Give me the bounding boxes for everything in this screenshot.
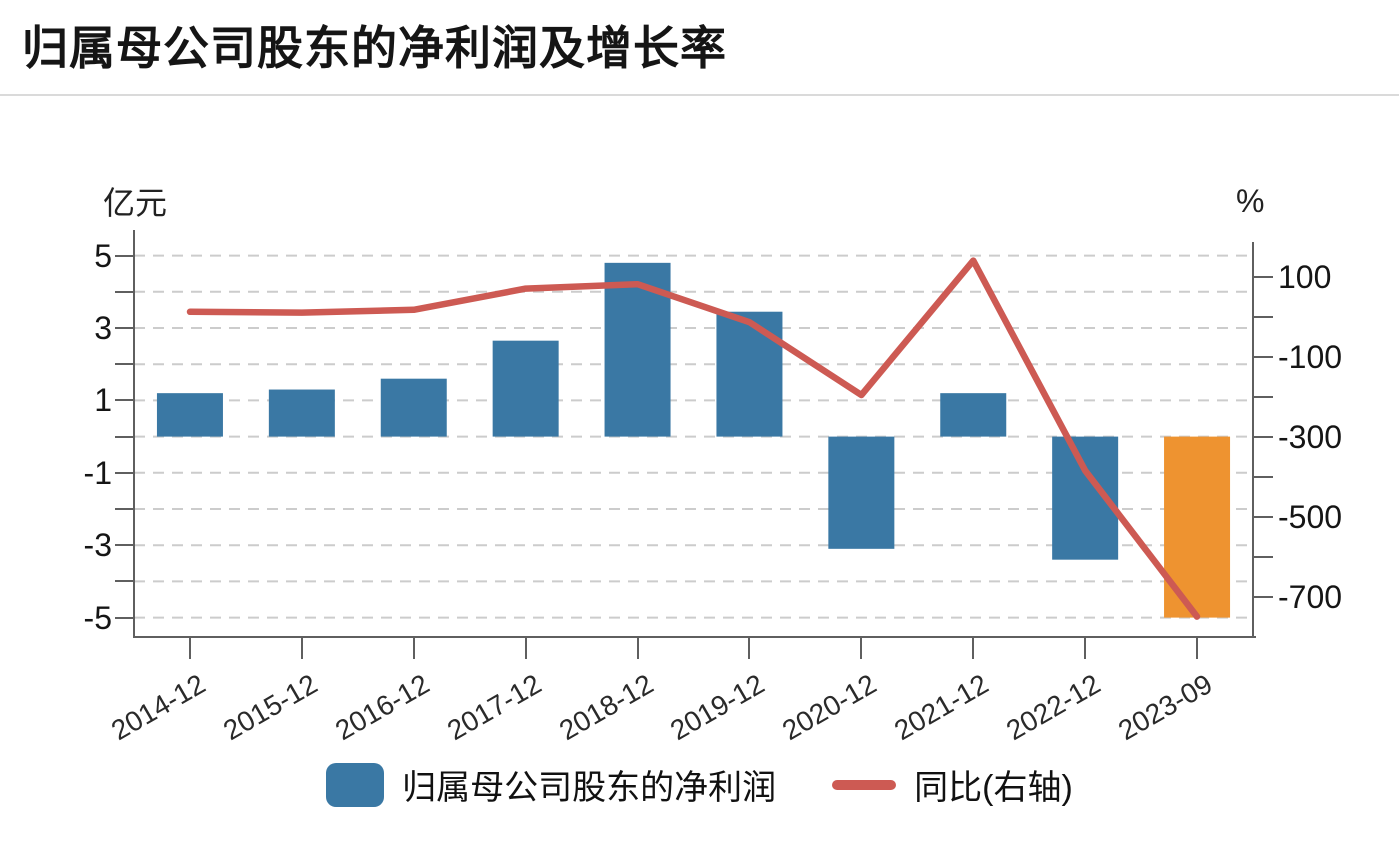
chart-canvas	[134, 254, 1253, 620]
left-axis-tick-1	[115, 399, 134, 402]
left-axis-tick-2	[115, 363, 134, 366]
title-divider	[0, 94, 1399, 96]
right-axis-tick--200	[1253, 395, 1273, 398]
left-axis-label--5: -5	[83, 599, 112, 636]
legend-item-yoy[interactable]: 同比(右轴)	[832, 760, 1073, 809]
line-series-swatch	[832, 779, 897, 790]
legend: 归属母公司股东的净利润 同比(右轴)	[0, 760, 1399, 809]
plot-area	[134, 242, 1253, 637]
x-axis-label-2021-12: 2021-12	[889, 668, 994, 747]
x-axis-label-2016-12: 2016-12	[329, 668, 435, 747]
x-axis-label-2014-12: 2014-12	[105, 668, 211, 747]
x-axis-tick-2018-12	[636, 637, 639, 659]
yoy-line	[186, 257, 1201, 620]
right-axis-unit-label: %	[1236, 183, 1265, 219]
right-axis-tick--700	[1253, 595, 1273, 598]
left-axis-tick--1	[115, 471, 134, 474]
x-axis-tick-2019-12	[748, 637, 751, 659]
bar-2021-12[interactable]	[940, 393, 1007, 437]
legend-item-net-profit[interactable]: 归属母公司股东的净利润	[326, 760, 776, 809]
legend-label-net-profit: 归属母公司股东的净利润	[402, 769, 777, 807]
right-axis-tick--600	[1253, 555, 1273, 558]
x-axis-tick-2022-12	[1084, 637, 1087, 659]
legend-label-yoy: 同比(右轴)	[914, 769, 1073, 807]
left-axis-label--3: -3	[83, 527, 112, 564]
left-axis-tick-4	[115, 290, 134, 293]
bar-2017-12[interactable]	[492, 340, 559, 437]
x-axis-label-2017-12: 2017-12	[441, 668, 547, 747]
bar-series-swatch	[326, 762, 385, 807]
x-axis-tick-2020-12	[860, 637, 863, 659]
left-axis-tick-0	[115, 435, 134, 438]
left-axis-label-1: 1	[94, 382, 112, 419]
x-axis-label-2020-12: 2020-12	[777, 668, 882, 747]
bar-2016-12[interactable]	[380, 378, 447, 437]
x-axis-tick-2021-12	[972, 637, 975, 659]
x-axis-label-2019-12: 2019-12	[665, 668, 770, 747]
right-axis-label--500: -500	[1278, 498, 1343, 535]
right-axis-label--100: -100	[1278, 338, 1343, 375]
left-axis-label-5: 5	[94, 237, 112, 274]
x-axis-label-2018-12: 2018-12	[553, 668, 659, 747]
right-axis-tick-0	[1253, 315, 1273, 318]
bar-2014-12[interactable]	[156, 393, 223, 437]
bar-2019-12[interactable]	[716, 311, 783, 437]
left-axis-line	[133, 230, 135, 638]
bar-2020-12[interactable]	[828, 436, 895, 549]
x-axis-label-2022-12: 2022-12	[1001, 668, 1106, 747]
x-axis-tick-2017-12	[524, 637, 527, 659]
x-axis-label-2023-09: 2023-09	[1113, 668, 1218, 747]
right-axis-tick--500	[1253, 515, 1273, 518]
page-title: 归属母公司股东的净利润及增长率	[22, 22, 727, 74]
x-axis-label-2015-12: 2015-12	[217, 668, 323, 747]
right-axis-tick-100	[1253, 275, 1273, 278]
left-axis-tick--5	[115, 616, 134, 619]
right-axis-tick--100	[1253, 355, 1273, 358]
right-axis-label--700: -700	[1278, 578, 1343, 615]
left-axis-unit-label: 亿元	[103, 185, 168, 221]
right-axis-tick--400	[1253, 475, 1273, 478]
right-axis-line	[1252, 242, 1254, 638]
right-axis-tick--300	[1253, 435, 1273, 438]
left-axis-tick-5	[115, 254, 134, 257]
left-axis-tick--2	[115, 508, 134, 510]
x-axis-tick-2023-09	[1196, 637, 1199, 659]
right-axis-label-100: 100	[1278, 258, 1332, 295]
x-axis-tick-2016-12	[412, 637, 415, 659]
bottom-axis-line	[133, 636, 1256, 638]
x-axis-tick-2015-12	[300, 637, 303, 659]
right-axis-label--300: -300	[1278, 418, 1343, 455]
x-axis-tick-2014-12	[188, 637, 191, 659]
left-axis-label-3: 3	[94, 310, 112, 346]
left-axis-label--1: -1	[83, 454, 112, 491]
left-axis-tick--4	[115, 580, 134, 583]
bar-2015-12[interactable]	[268, 389, 335, 437]
left-axis-tick--3	[115, 544, 134, 547]
left-axis-tick-3	[115, 327, 134, 329]
